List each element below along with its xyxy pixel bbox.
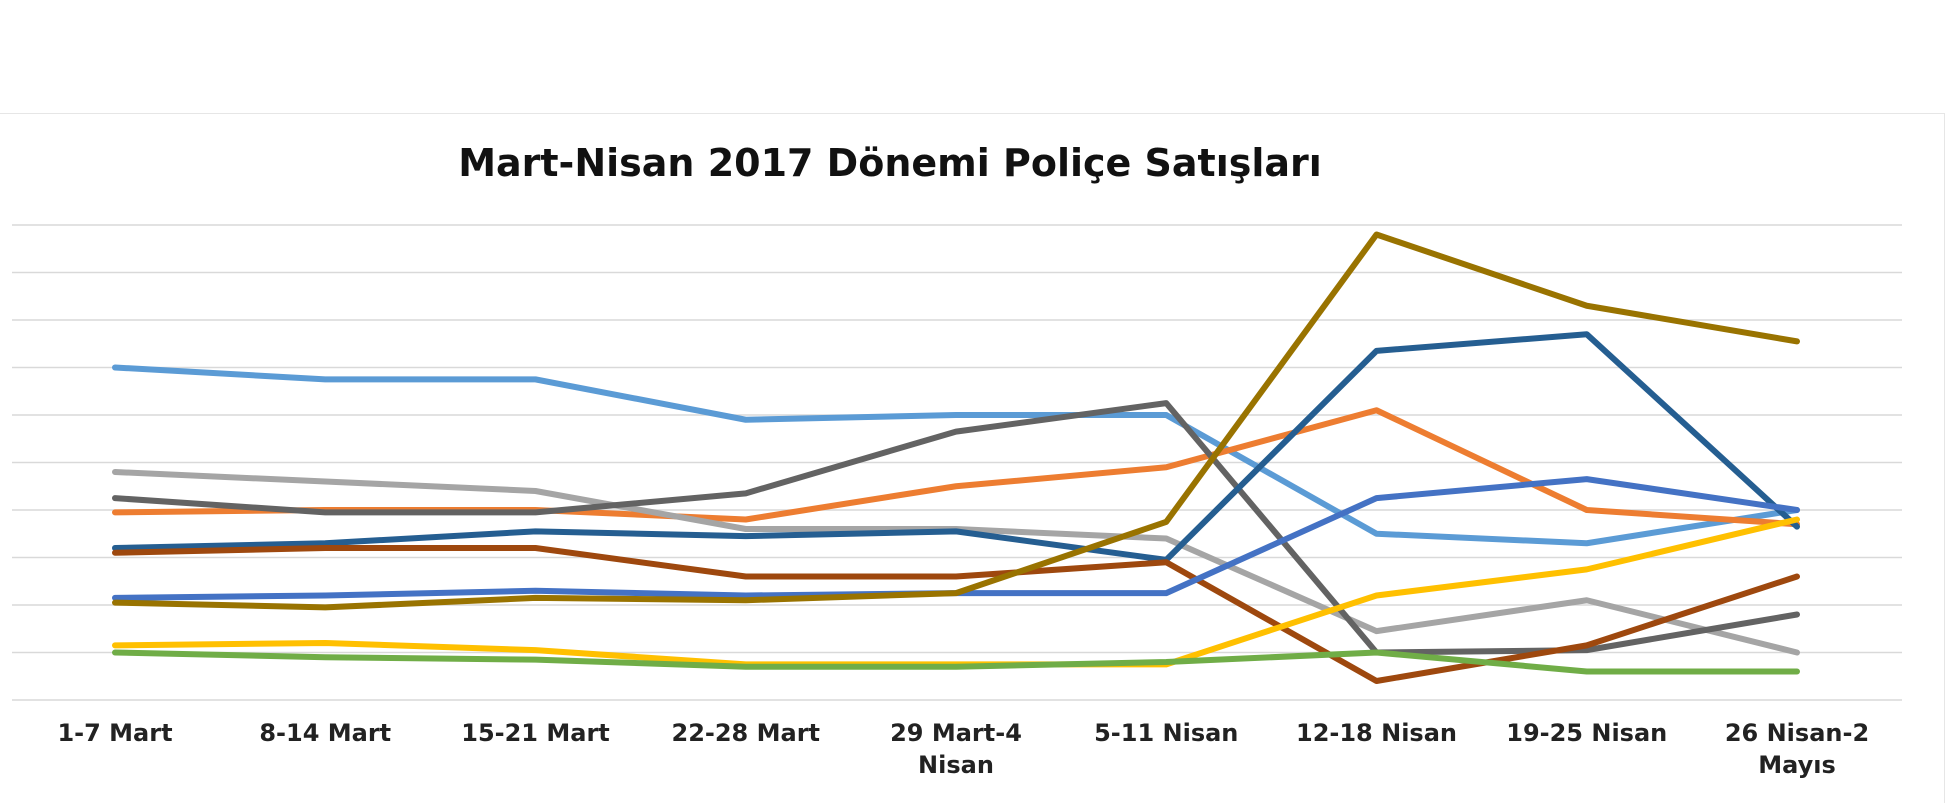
chart-title: Mart-Nisan 2017 Dönemi Poliçe Satışları <box>458 141 1322 185</box>
x-tick-label: 12-18 Nisan <box>1296 719 1457 747</box>
x-tick-label: 19-25 Nisan <box>1506 719 1667 747</box>
series-lines <box>112 231 1800 684</box>
series-line-5 <box>112 331 1800 563</box>
series-line-1 <box>112 364 1800 547</box>
series-line-10 <box>112 649 1800 675</box>
x-tick-label: 5-11 Nisan <box>1094 719 1238 747</box>
x-tick-label: 1-7 Mart <box>57 719 172 747</box>
series-line-6 <box>112 545 1800 684</box>
x-tick-label: 22-28 Mart <box>672 719 821 747</box>
x-tick-label: 29 Mart-4 Nisan <box>890 719 1022 779</box>
series-line-2 <box>112 407 1800 528</box>
gridlines <box>12 224 1902 701</box>
chart-frame <box>0 113 1945 803</box>
x-axis-tick-labels: 1-7 Mart 8-14 Mart 15-21 Mart 22-28 Mart 29 … <box>57 719 1869 779</box>
x-tick-label: 8-14 Mart <box>259 719 391 747</box>
x-tick-label: 26 Nisan-2 Mayıs <box>1725 719 1869 779</box>
series-line-4 <box>112 400 1800 656</box>
series-line-8 <box>112 231 1800 611</box>
x-tick-label: 15-21 Mart <box>461 719 610 747</box>
series-line-3 <box>112 469 1800 656</box>
